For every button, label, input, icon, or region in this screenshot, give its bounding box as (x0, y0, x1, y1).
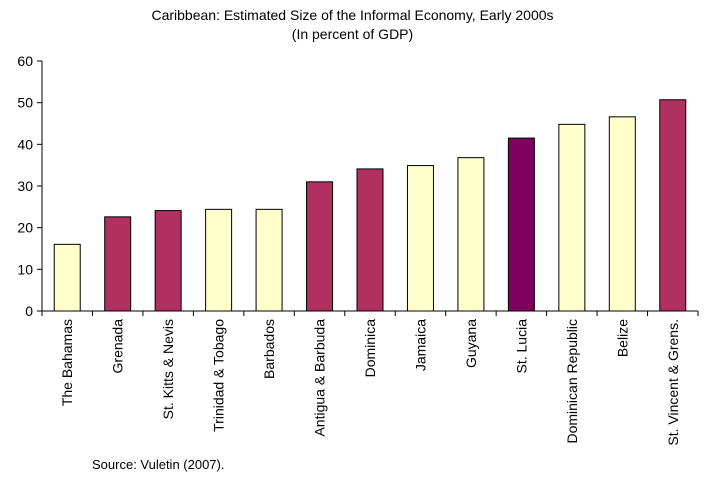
y-tick-label: 30 (17, 178, 33, 194)
x-tick-label: Belize (614, 319, 630, 357)
bar (558, 123, 586, 312)
x-tick-label: Barbados (261, 319, 277, 379)
bar (406, 165, 434, 312)
x-tick-label: Guyana (463, 319, 479, 368)
bar (104, 216, 132, 312)
x-tick-label: Antigua & Barbuda (312, 319, 328, 437)
y-tick-label: 50 (17, 95, 33, 111)
y-tick-label: 20 (17, 220, 33, 236)
bar (255, 208, 283, 312)
bar (154, 210, 182, 312)
x-tick-label: Jamaica (412, 319, 428, 371)
bar (608, 116, 636, 312)
x-tick-label: Dominican Republic (564, 319, 580, 444)
x-tick-label: St. Lucia (513, 319, 529, 374)
y-tick-label: 40 (17, 136, 33, 152)
x-tick-label: Grenada (110, 319, 126, 374)
bar (306, 181, 334, 312)
bar (205, 208, 233, 312)
x-tick-label: St. Kitts & Nevis (160, 319, 176, 419)
chart-title: Caribbean: Estimated Size of the Informa… (151, 7, 554, 23)
chart-subtitle: (In percent of GDP) (291, 26, 414, 42)
y-tick-label: 60 (17, 53, 33, 69)
bar (457, 157, 485, 312)
bar (659, 99, 687, 312)
x-tick-label: Dominica (362, 319, 378, 378)
bar (507, 137, 535, 312)
y-tick-label: 0 (25, 303, 33, 319)
x-tick-label: The Bahamas (59, 319, 75, 406)
y-tick-label: 10 (17, 261, 33, 277)
bar (53, 243, 81, 312)
x-tick-label: St. Vincent & Grens. (665, 319, 681, 446)
source-note: Source: Vuletin (2007). (92, 457, 225, 472)
x-tick-label: Trinidad & Tobago (211, 319, 227, 432)
bar (356, 168, 384, 312)
